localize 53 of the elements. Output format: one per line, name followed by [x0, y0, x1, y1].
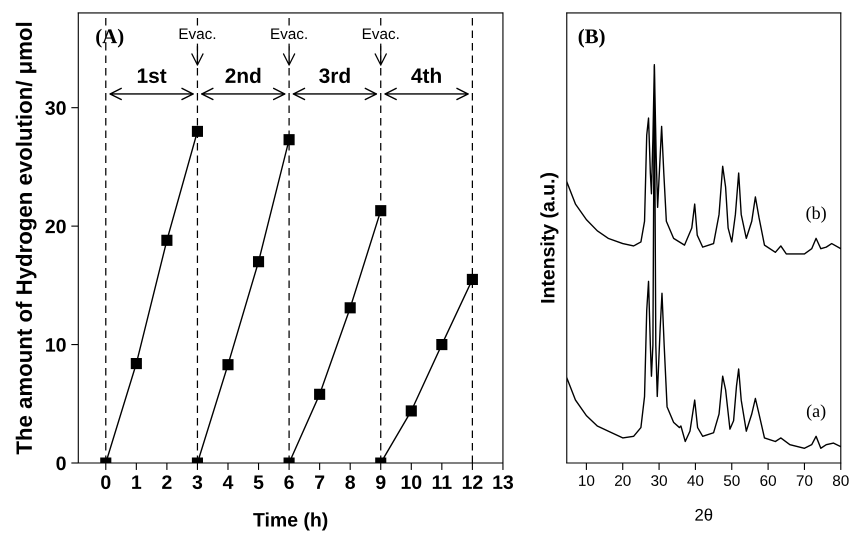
- y-axis-title: Intensity (a.u.): [540, 173, 558, 303]
- y-tick-label: 30: [45, 101, 66, 115]
- point: [375, 205, 386, 216]
- ref-line-label: Evac.: [180, 28, 216, 40]
- annotation: 1st: [138, 68, 166, 84]
- x-tick-label: 2: [162, 475, 172, 489]
- x-tick-label: 50: [724, 475, 740, 486]
- point: [161, 234, 172, 246]
- x-tick-label: 10: [579, 475, 594, 486]
- point: [192, 126, 203, 137]
- y-tick-label: 10: [46, 338, 66, 352]
- x-tick-label: 9: [376, 475, 386, 490]
- annotation: 3rd: [319, 68, 350, 84]
- point: [284, 134, 295, 146]
- x-tick-label: 10: [402, 475, 422, 490]
- x-tick-label: 13: [493, 475, 514, 490]
- x-tick-label: 6: [284, 475, 294, 490]
- x-tick-label: 0: [101, 475, 110, 490]
- x-tick-label: 7: [315, 476, 324, 489]
- annotation: 4th: [411, 68, 441, 84]
- x-tick-label: 80: [832, 475, 849, 486]
- x-tick-label: 11: [432, 476, 452, 489]
- point: [314, 388, 326, 400]
- y-tick-label: 20: [46, 220, 66, 234]
- point: [252, 256, 264, 268]
- x-tick-label: 30: [651, 475, 667, 486]
- x-tick-label: 1: [132, 476, 142, 489]
- x-tick-label: 60: [760, 475, 776, 486]
- annotation: 2nd: [225, 68, 260, 84]
- point: [130, 358, 142, 370]
- annotation: (A): [96, 28, 124, 48]
- point: [406, 405, 417, 416]
- point: [466, 274, 478, 285]
- x-tick-label: 4: [222, 476, 234, 489]
- x-tick-label: 8: [345, 475, 355, 490]
- x-tick-label: 40: [687, 475, 704, 486]
- x-tick-label: 12: [462, 475, 482, 489]
- point: [344, 302, 356, 314]
- text: (B): [578, 28, 605, 48]
- y-tick-label: 0: [56, 456, 66, 470]
- point: [436, 339, 448, 350]
- x-axis-title: 2θ: [695, 508, 712, 521]
- x-tick-label: 3: [192, 475, 202, 490]
- x-tick-label: 20: [615, 475, 631, 486]
- series-label: (b): [806, 206, 826, 223]
- y-axis-title: The amount of Hydrogen evolution/ μmol: [16, 22, 37, 454]
- series-label: (a): [806, 404, 826, 421]
- ref-line-label: Evac.: [271, 28, 307, 40]
- x-tick-label: 70: [796, 475, 812, 486]
- ref-line-label: Evac.: [362, 28, 398, 40]
- point: [222, 359, 234, 370]
- x-axis-title: Time (h): [253, 512, 328, 531]
- x-tick-label: 5: [254, 476, 264, 490]
